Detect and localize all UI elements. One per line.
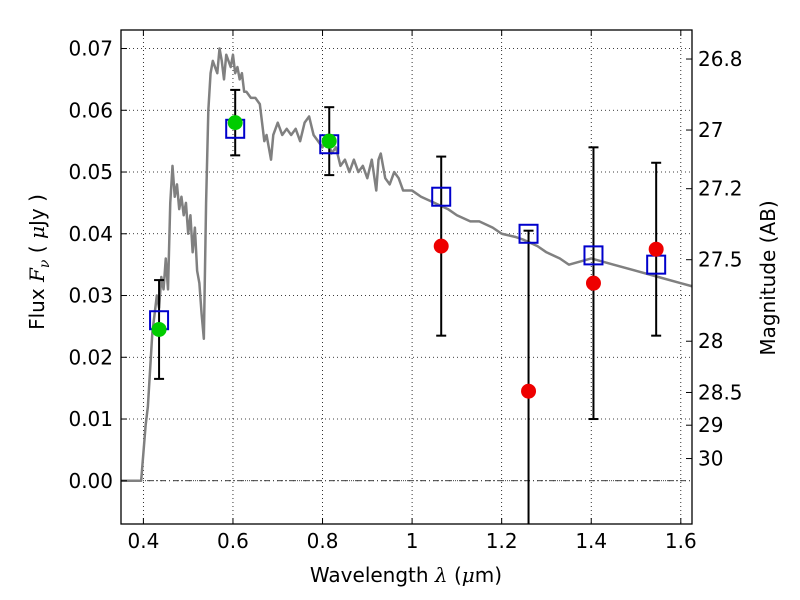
x-tick-label: 1.2 <box>486 529 518 553</box>
y-tick-label: 0.00 <box>68 469 113 493</box>
y-tick-label: 0.05 <box>68 160 113 184</box>
measurement-point <box>321 133 337 149</box>
y2-tick-label: 29 <box>698 413 723 437</box>
x-tick-label: 0.8 <box>307 529 339 553</box>
measurement-point <box>648 241 664 257</box>
x-tick-label: 1 <box>406 529 419 553</box>
y2-tick-label: 26.8 <box>698 47 743 71</box>
y-tick-label: 0.06 <box>68 98 113 122</box>
x-tick-label: 1.6 <box>665 529 697 553</box>
x-tick-label: 1.4 <box>575 529 607 553</box>
measurement-point <box>585 275 601 291</box>
y2-tick-label: 28.5 <box>698 380 743 404</box>
measurement-point <box>151 321 167 337</box>
measurement-point <box>521 383 537 399</box>
y2-tick-label: 27.5 <box>698 248 743 272</box>
ticks: 0.4 0.6 0.8 1 1.2 1.4 1.6 0.00 0.01 0.02 0.03 0.04 0… <box>68 30 743 553</box>
model-square-marker <box>583 245 604 266</box>
measurement-point <box>433 238 449 254</box>
y-tick-label: 0.04 <box>68 222 113 246</box>
x-tick-label: 0.6 <box>217 529 249 553</box>
y-tick-label: 0.01 <box>68 407 113 431</box>
y2-axis-label: Magnitude (AB) <box>756 200 780 355</box>
x-axis-label: Wavelength λ (μm) <box>310 563 502 587</box>
model-square-marker <box>518 223 539 244</box>
y-tick-label: 0.02 <box>68 345 113 369</box>
measurement-point <box>227 115 243 131</box>
y-axis-label: Flux Fν ( μJy ) <box>25 194 53 330</box>
model-square-marker <box>431 186 452 207</box>
y2-tick-label: 27.2 <box>698 177 743 201</box>
y-tick-label: 0.03 <box>68 284 113 308</box>
y2-tick-label: 27 <box>698 118 723 142</box>
grid <box>121 30 692 524</box>
y2-tick-label: 30 <box>698 447 723 471</box>
spectrum-line <box>121 47 693 483</box>
x-tick-label: 0.4 <box>127 529 159 553</box>
y2-tick-label: 28 <box>698 329 723 353</box>
plot-area <box>121 47 693 524</box>
y-tick-label: 0.07 <box>68 37 113 61</box>
axes-frame <box>120 29 693 525</box>
